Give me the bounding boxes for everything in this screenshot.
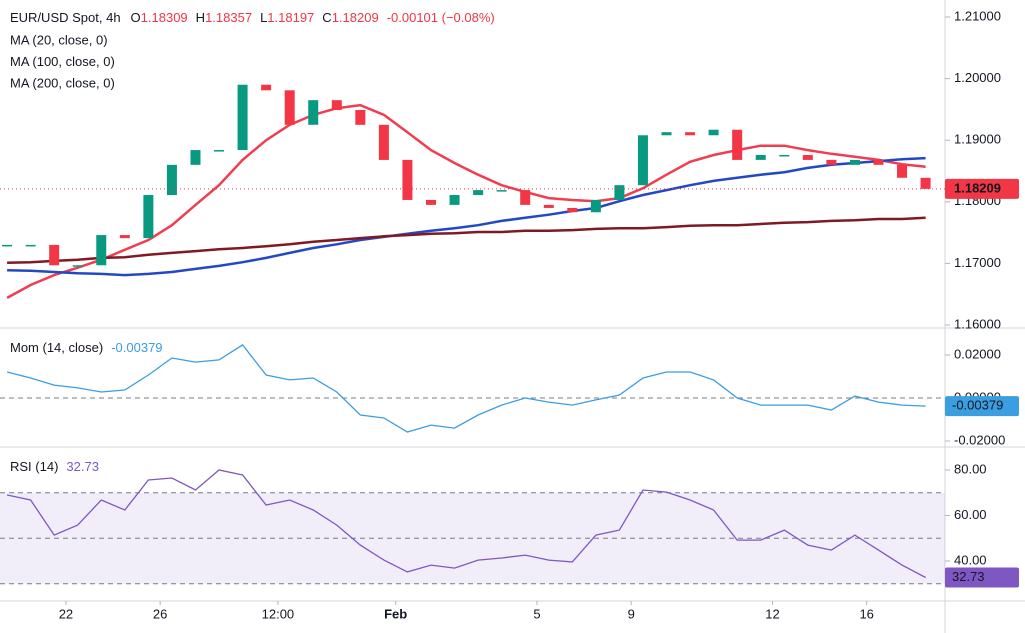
symbol-title: EUR/USD Spot, 4h: [10, 10, 121, 25]
y-tick-label: 1.19000: [954, 132, 1001, 147]
y-tick-label: 1.20000: [954, 70, 1001, 85]
candle: [166, 164, 177, 196]
y-tick-label: 1.16000: [954, 316, 1001, 331]
symbol-header[interactable]: EUR/USD Spot, 4h O1.18309 H1.18357 L1.18197…: [10, 10, 495, 25]
indicator-value: -0.00379: [111, 340, 162, 355]
x-tick-label: 9: [628, 606, 635, 621]
indicator-badge-label: 32.73: [952, 569, 985, 584]
candle: [755, 154, 766, 160]
candle: [614, 185, 625, 200]
indicator-legend: Mom (14, close) -0.00379: [10, 340, 163, 355]
candle: [214, 150, 225, 152]
candle: [732, 129, 743, 160]
ohlc-value: 1.18357: [205, 10, 252, 25]
ohlc-label: C: [322, 10, 331, 25]
indicator-badge: [945, 567, 1019, 588]
x-tick-label: 16: [859, 606, 873, 621]
candle: [802, 154, 813, 160]
candle: [567, 207, 578, 213]
indicator-legend: RSI (14) 32.73: [10, 459, 99, 474]
x-tick-label: 5: [533, 606, 540, 621]
y-tick-label: -0.02000: [954, 432, 1005, 447]
indicator-title: Mom (14, close): [10, 340, 103, 355]
x-tick-label: 26: [153, 606, 167, 621]
moving-average: [7, 216, 926, 265]
ohlc-value: 1.18309: [141, 10, 188, 25]
x-tick-label: Feb: [384, 606, 407, 621]
candle: [308, 100, 319, 125]
y-tick-label: 1.17000: [954, 255, 1001, 270]
ma-legend: MA (200, close, 0): [10, 75, 115, 90]
candle: [661, 132, 672, 136]
indicator-title: RSI (14): [10, 459, 58, 474]
candle: [637, 135, 648, 186]
candle: [284, 90, 295, 125]
indicator-badge: [945, 396, 1019, 417]
candle: [143, 195, 154, 239]
candle: [2, 244, 13, 247]
candle: [708, 129, 719, 136]
candle: [873, 159, 884, 165]
candle: [331, 100, 342, 111]
ma-legend: MA (100, close, 0): [10, 54, 115, 69]
candle: [119, 235, 130, 239]
y-tick-label: 80.00: [954, 461, 987, 476]
indicator-line: [6, 469, 926, 579]
ohlc-label: L: [260, 10, 267, 25]
y-tick-label: 40.00: [954, 552, 987, 567]
candle: [378, 124, 389, 160]
candle: [590, 199, 601, 213]
candle: [779, 154, 790, 157]
y-tick-label: 60.00: [954, 507, 987, 522]
pane: [2, 84, 931, 299]
plot-layer: 1.160001.170001.180001.190001.200001.210…: [0, 8, 1019, 621]
indicator-value: 32.73: [66, 459, 99, 474]
candle: [402, 159, 413, 200]
ohlc-label: O: [131, 10, 141, 25]
change-value: -0.00101 (−0.08%): [387, 10, 495, 25]
candle: [449, 195, 460, 205]
candle: [190, 150, 201, 165]
ohlc-value: 1.18197: [267, 10, 314, 25]
ma-legend: MA (20, close, 0): [10, 32, 108, 47]
candle: [920, 177, 931, 189]
candle: [237, 84, 248, 151]
y-tick-label: 0.02000: [954, 346, 1001, 361]
moving-average: [6, 103, 926, 299]
candle: [425, 199, 436, 205]
candle: [72, 265, 83, 267]
indicator-line: [6, 344, 926, 433]
pane: [0, 344, 945, 433]
x-tick-label: 12: [765, 606, 779, 621]
candle: [355, 110, 366, 125]
last-price-badge: [945, 178, 1019, 199]
ohlc-label: H: [196, 10, 205, 25]
candle: [685, 132, 696, 136]
candle: [473, 190, 484, 196]
candle: [49, 244, 60, 266]
pane: [0, 469, 945, 585]
candle: [849, 159, 860, 165]
x-tick-label: 22: [59, 606, 73, 621]
moving-average: [7, 156, 926, 277]
candle: [96, 235, 107, 266]
candle: [543, 204, 554, 208]
candle: [897, 164, 908, 178]
x-tick-label: 12:00: [262, 606, 295, 621]
y-tick-label: 1.21000: [954, 8, 1001, 23]
candle: [25, 244, 36, 247]
candle: [520, 190, 531, 205]
candle: [826, 159, 837, 165]
last-price-label: 1.18209: [954, 180, 1001, 195]
indicator-badge-label: -0.00379: [952, 398, 1003, 413]
candle: [261, 84, 272, 91]
ohlc-value: 1.18209: [332, 10, 379, 25]
candle: [496, 190, 507, 192]
